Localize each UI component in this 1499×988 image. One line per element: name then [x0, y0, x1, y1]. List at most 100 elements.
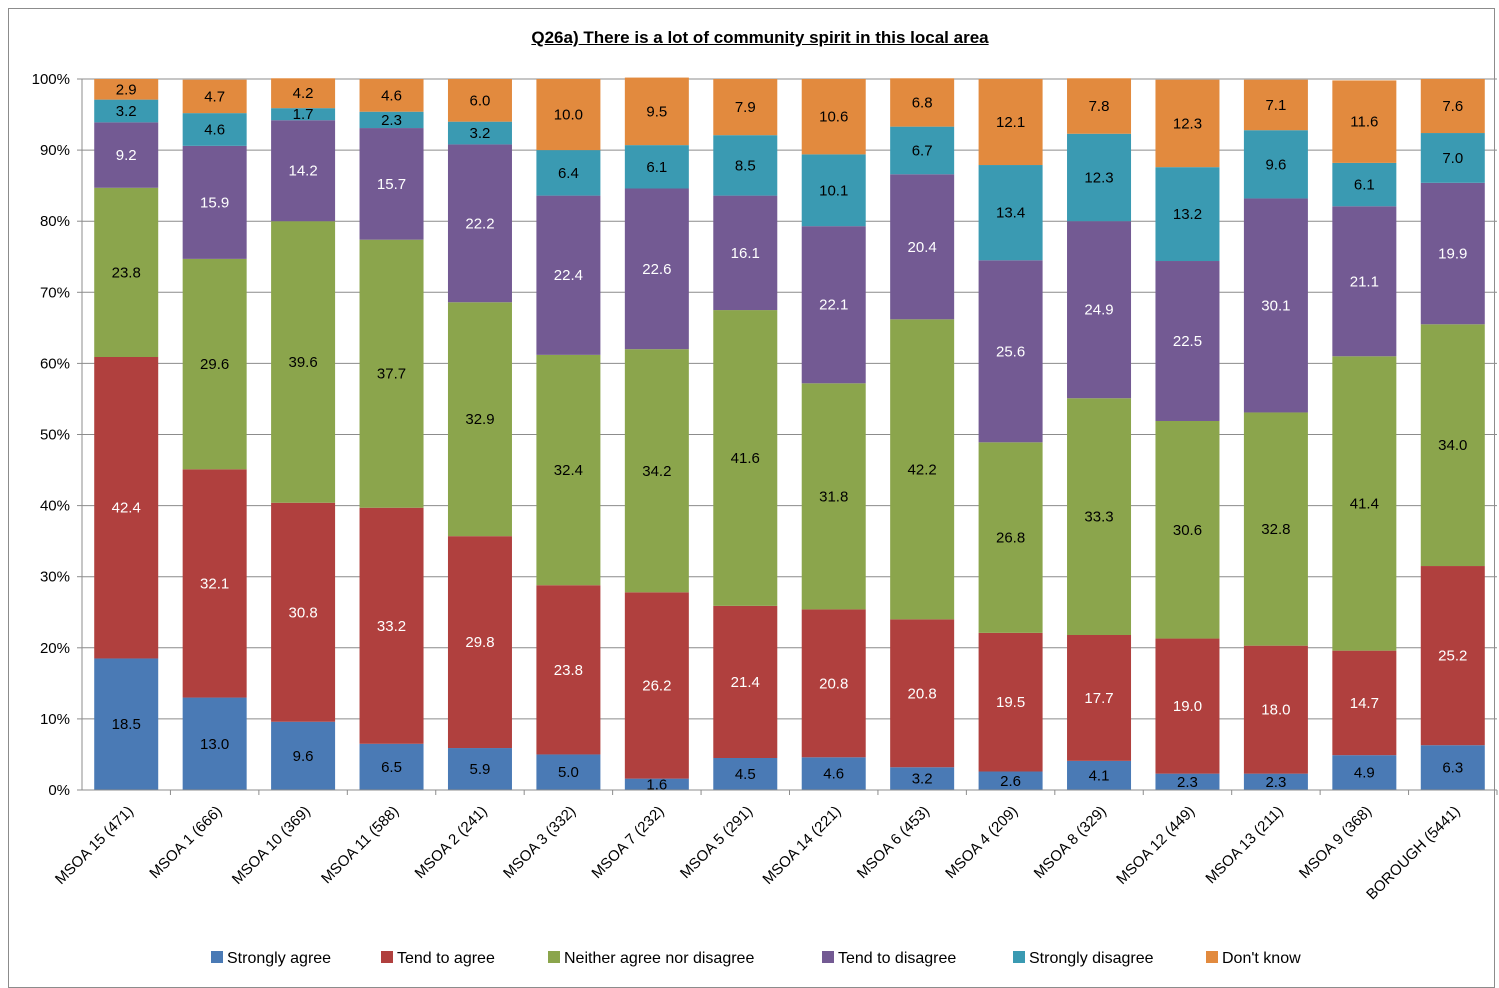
data-label: 17.7: [1084, 690, 1113, 707]
data-label: 21.4: [731, 674, 760, 691]
bar-segment: [1332, 206, 1397, 357]
y-tick-label: 0%: [48, 782, 70, 799]
bars: 18.5 42.4 23.8 9.2 3.2 2.9 13.0 32.1 29.6 15.9 4.6…: [94, 77, 1485, 793]
legend-label: Strongly agree: [227, 950, 331, 967]
data-label: 31.8: [819, 488, 848, 505]
data-label: 7.0: [1442, 150, 1463, 167]
legend-swatch: [548, 951, 560, 963]
bar-segment: [713, 79, 778, 136]
bar-segment: [890, 126, 955, 175]
data-label: 39.6: [288, 354, 317, 371]
bar-segment: [1155, 261, 1220, 421]
bar-segment: [713, 605, 778, 759]
data-label: 11.6: [1350, 114, 1378, 131]
bar-segment: [1332, 162, 1397, 207]
data-label: 22.1: [819, 297, 848, 314]
bar-segment: [1332, 650, 1397, 756]
bar-segment: [1420, 79, 1485, 134]
bar-segment: [271, 721, 336, 790]
bar-segment: [713, 758, 778, 790]
category-label: MSOA 8 (329): [1031, 803, 1110, 882]
y-tick-label: 20%: [40, 640, 70, 657]
data-label: 2.3: [381, 112, 402, 129]
bar-segment: [624, 592, 689, 779]
data-label: 26.8: [996, 530, 1025, 547]
y-tick-label: 60%: [40, 355, 70, 372]
data-label: 14.2: [288, 163, 317, 180]
bar-segment: [536, 754, 601, 790]
data-label: 4.6: [381, 87, 402, 104]
bar-segment: [536, 195, 601, 355]
bar-segment: [1155, 167, 1220, 262]
data-label: 37.7: [377, 366, 406, 383]
data-label: 3.2: [116, 103, 137, 120]
y-tick-label: 90%: [40, 142, 70, 159]
data-label: 29.6: [200, 356, 229, 373]
bar-segment: [1155, 420, 1220, 639]
bar-segment: [1243, 130, 1308, 199]
data-label: 18.5: [112, 716, 141, 733]
bar-segment: [1067, 398, 1132, 636]
data-label: 1.6: [646, 776, 667, 793]
bar-segment: [978, 165, 1043, 261]
category-label: MSOA 10 (369): [229, 803, 314, 888]
data-label: 14.7: [1350, 695, 1379, 712]
bar-segment: [447, 748, 512, 790]
data-label: 2.6: [1000, 773, 1021, 790]
bar-segment: [624, 188, 689, 350]
bar-segment: [978, 632, 1043, 772]
bar-segment: [1067, 78, 1132, 134]
bar-segment: [182, 113, 247, 146]
data-label: 4.6: [204, 121, 225, 138]
legend-swatch: [211, 951, 223, 963]
data-label: 20.4: [908, 239, 937, 256]
data-label: 6.8: [912, 94, 933, 111]
data-label: 7.6: [1442, 98, 1463, 115]
legend: Strongly agree Tend to agree Neither agree…: [211, 950, 1301, 967]
data-label: 15.9: [200, 194, 229, 211]
y-tick-label: 80%: [40, 213, 70, 230]
data-label: 10.1: [819, 182, 848, 199]
legend-label: Neither agree nor disagree: [564, 950, 754, 967]
bar-segment: [978, 771, 1043, 790]
bar-segment: [978, 79, 1043, 166]
data-label: 9.6: [1265, 156, 1286, 173]
bar-segment: [536, 79, 601, 151]
bar-segment: [94, 99, 159, 123]
category-label: MSOA 5 (291): [677, 803, 756, 882]
category-label: MSOA 14 (221): [759, 803, 844, 888]
bar-segment: [359, 507, 424, 744]
bar-segment: [271, 78, 336, 109]
category-label: MSOA 7 (232): [588, 803, 667, 882]
y-tick-label: 70%: [40, 284, 70, 301]
data-label: 1.7: [293, 106, 314, 123]
data-label: 29.8: [465, 634, 494, 651]
data-label: 42.4: [112, 500, 141, 517]
data-label: 6.0: [470, 92, 491, 109]
bar-segment: [359, 79, 424, 112]
data-label: 25.2: [1438, 648, 1467, 665]
data-label: 25.6: [996, 343, 1025, 360]
legend-swatch: [381, 951, 393, 963]
data-label: 13.2: [1173, 206, 1202, 223]
bar-segment: [1067, 635, 1132, 761]
bar-segment: [359, 239, 424, 508]
data-label: 9.2: [116, 147, 137, 164]
y-tick-label: 30%: [40, 569, 70, 586]
data-label: 33.3: [1084, 509, 1113, 526]
bar-segment: [447, 144, 512, 303]
bar-segment: [359, 111, 424, 129]
data-label: 7.9: [735, 99, 756, 116]
data-label: 4.6: [823, 766, 844, 783]
data-label: 7.8: [1089, 98, 1110, 115]
data-label: 5.9: [470, 761, 491, 778]
data-label: 9.5: [646, 103, 667, 120]
bar-segment: [978, 260, 1043, 443]
data-label: 32.4: [554, 462, 583, 479]
data-label: 12.1: [996, 114, 1025, 131]
bar-segment: [182, 469, 247, 698]
data-label: 20.8: [908, 685, 937, 702]
data-label: 8.5: [735, 157, 756, 174]
bar-segment: [182, 79, 247, 114]
data-label: 20.8: [819, 675, 848, 692]
